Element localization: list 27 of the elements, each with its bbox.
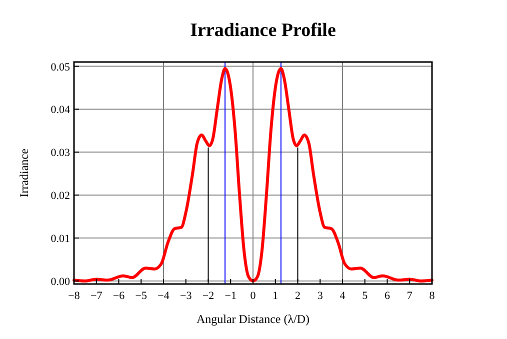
x-tick-label: 4 [340, 290, 346, 302]
x-tick-label: −8 [68, 290, 80, 302]
y-tick-label: 0.03 [50, 147, 70, 160]
y-tick-label: 0.01 [50, 233, 70, 246]
x-tick-label: 3 [317, 290, 324, 302]
x-tick-label: 6 [384, 290, 390, 302]
line-series [72, 66, 434, 282]
x-tick-label: 1 [272, 290, 278, 302]
x-tick-label: −5 [135, 290, 148, 302]
x-tick-label: −1 [224, 290, 236, 302]
y-tick-label: 0.02 [50, 190, 70, 202]
y-tick-label: 0.05 [50, 61, 70, 74]
y-tick-label: 0.04 [50, 104, 70, 116]
x-tick-label: 8 [429, 290, 436, 302]
y-axis-title: Irradiance [17, 148, 31, 198]
x-tick-label: −6 [112, 290, 126, 302]
y-tick-label: 0.00 [50, 276, 70, 288]
x-tick-label: −2 [202, 290, 214, 302]
x-tick-label: −3 [180, 290, 192, 302]
x-tick-label: 2 [295, 290, 300, 302]
x-tick-label: 5 [362, 290, 368, 302]
x-tick-label: −7 [90, 290, 103, 302]
chart-title: Irradiance Profile [190, 20, 336, 41]
x-tick-label: 7 [406, 290, 413, 302]
x-tick-label: −4 [158, 290, 170, 302]
x-axis-title: Angular Distance (λ/D) [196, 312, 310, 326]
x-tick-label: 0 [250, 290, 256, 302]
